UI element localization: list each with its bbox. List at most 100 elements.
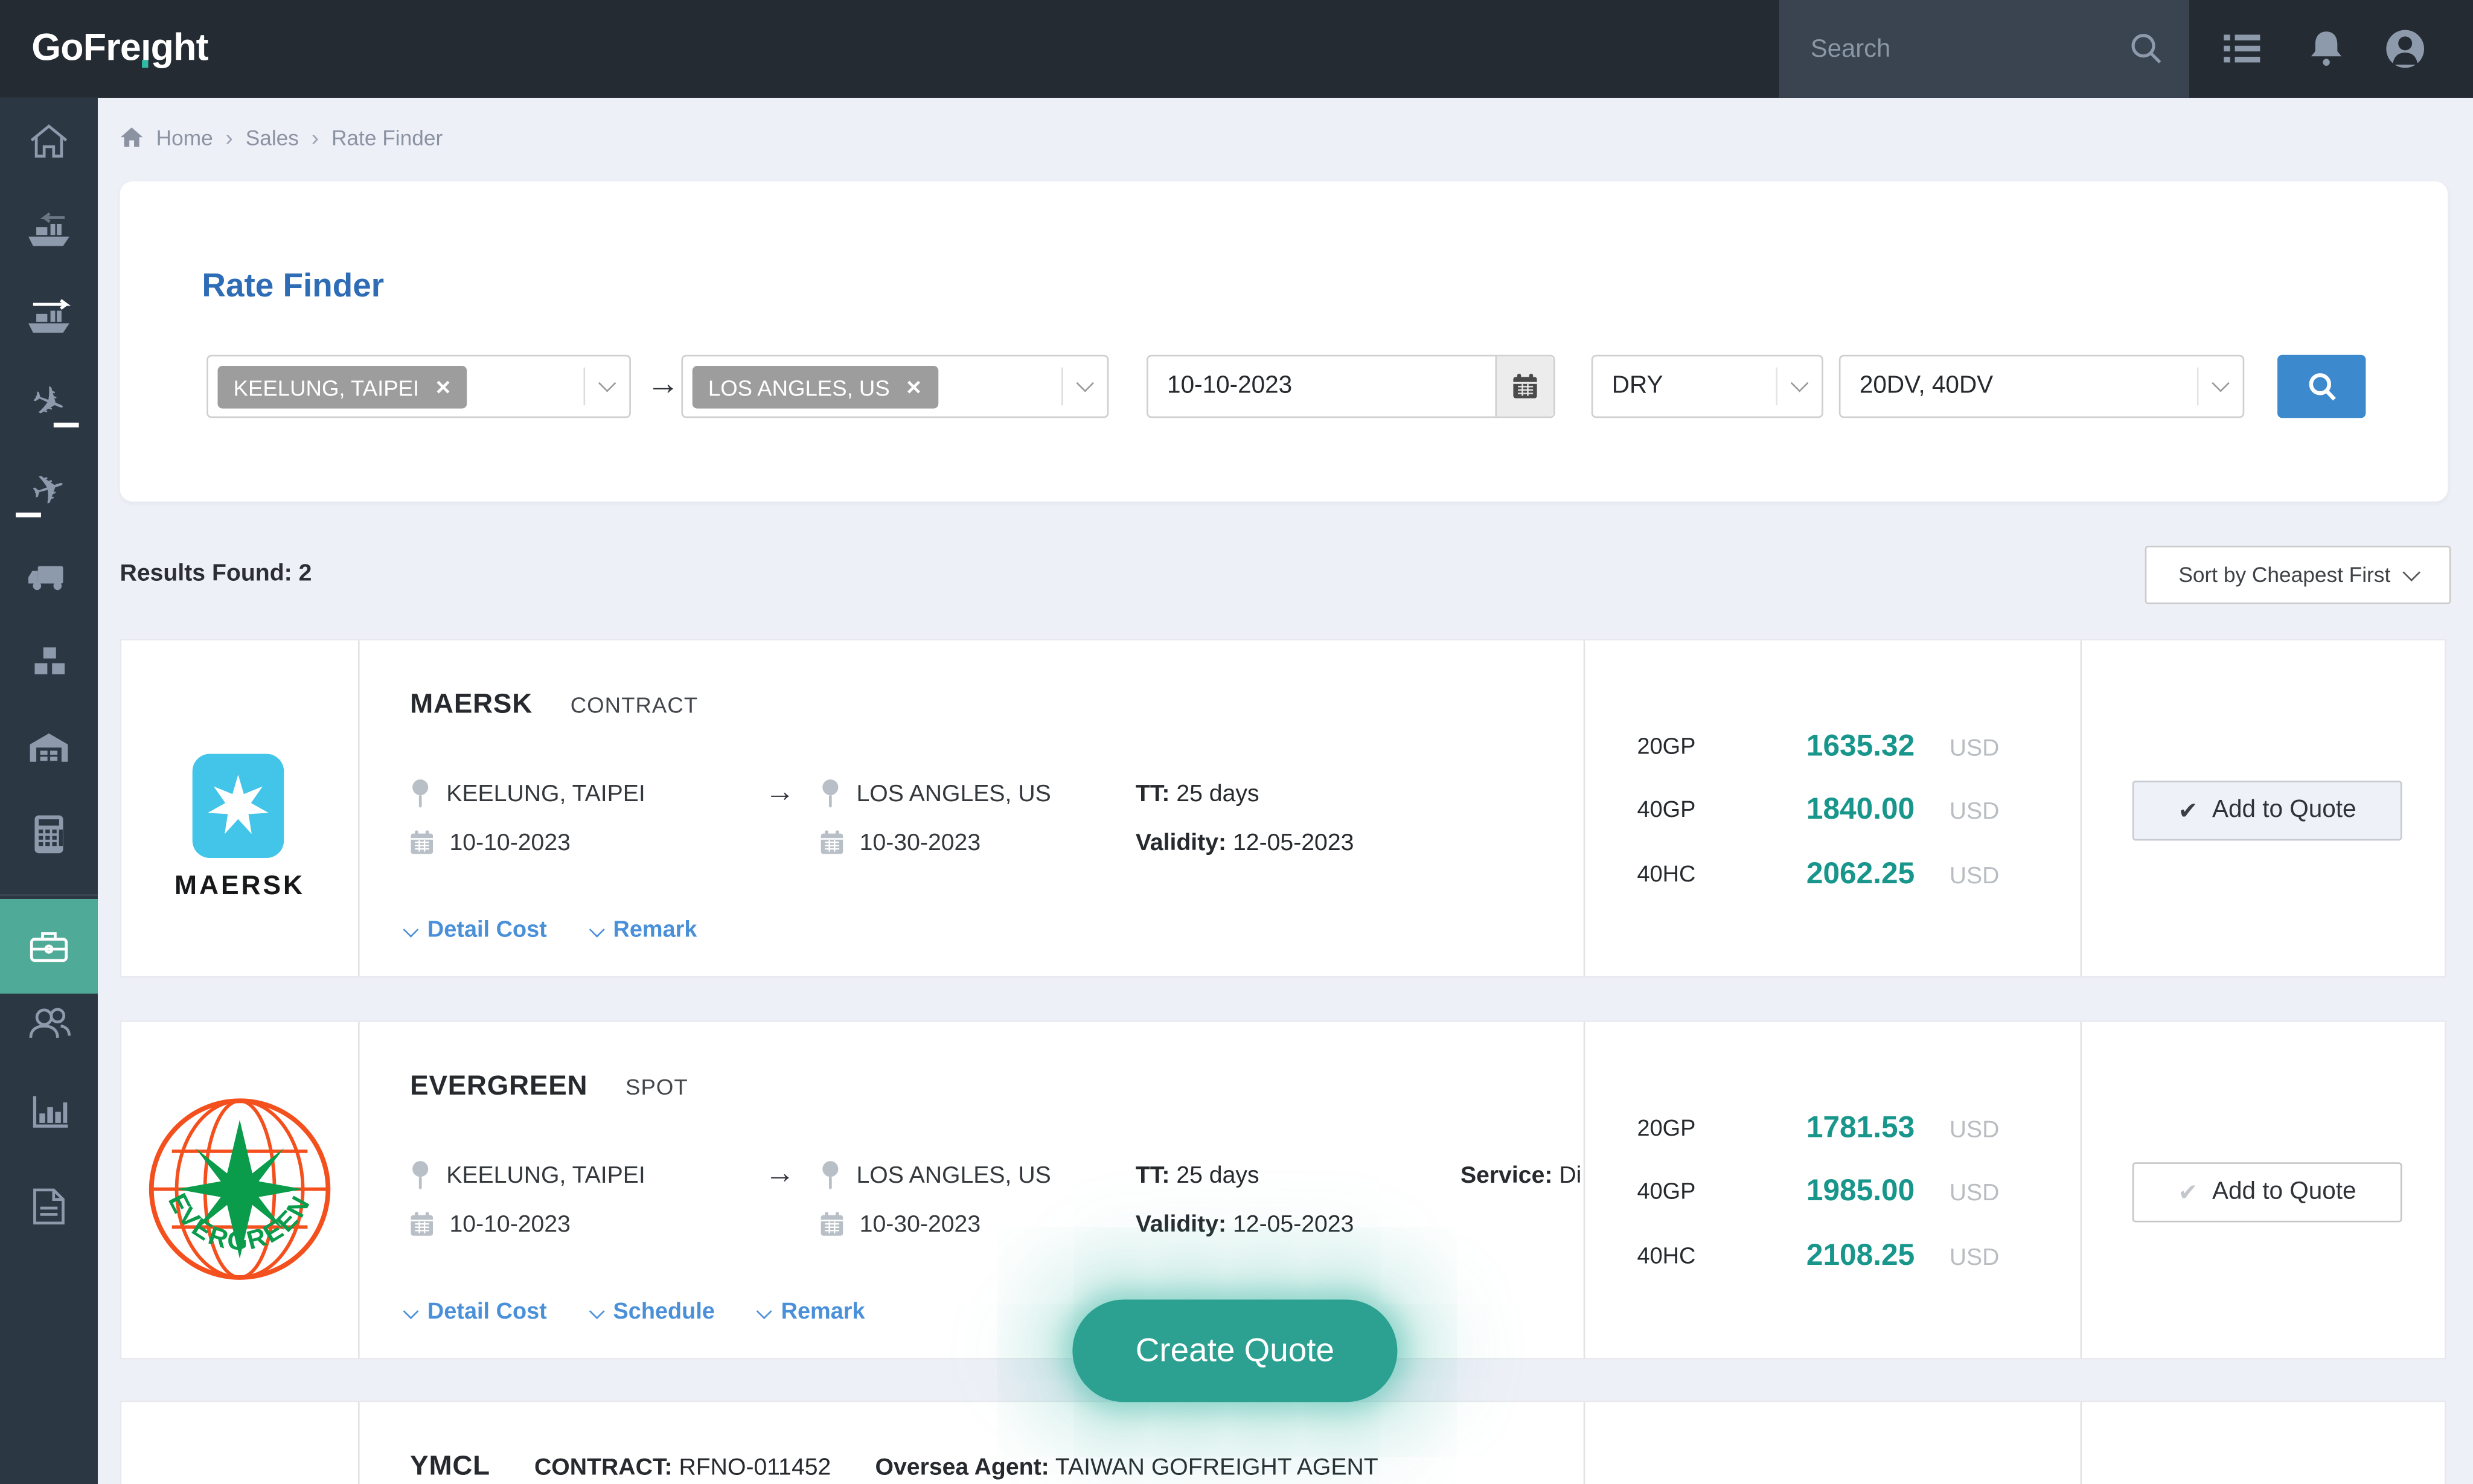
- equipment-dropdown-toggle[interactable]: [1776, 367, 1822, 406]
- sidebar-item-accounting[interactable]: [0, 792, 98, 877]
- origin-dropdown-toggle[interactable]: [583, 367, 630, 406]
- create-quote-button[interactable]: Create Quote: [1072, 1299, 1398, 1402]
- destination-port: LOS ANGLES, US: [856, 1161, 1051, 1189]
- location-pin-icon: [412, 778, 429, 807]
- sidebar-item-home[interactable]: [0, 100, 98, 185]
- sidebar-item-warehouse[interactable]: [0, 705, 98, 790]
- sidebar-item-contacts[interactable]: [0, 981, 98, 1066]
- chevron-down-icon: [757, 1302, 773, 1319]
- carrier-logo-cell: EVERGREEN: [121, 1022, 360, 1358]
- airplane-landing-icon: ✈: [24, 374, 74, 431]
- evergreen-logo-icon: EVERGREEN: [149, 1098, 331, 1280]
- maersk-logo-text: MAERSK: [174, 870, 306, 901]
- breadcrumb-rate-finder: Rate Finder: [331, 125, 443, 149]
- home-icon: [30, 124, 68, 158]
- logo-teal-dot-icon: [141, 60, 149, 68]
- price-row: 40GP 1840.00 USD: [1637, 793, 2000, 827]
- check-icon: ✔: [2178, 798, 2198, 825]
- sidebar-divider: [0, 894, 98, 896]
- runway-bar: [16, 512, 41, 517]
- route-arrow-icon: →: [764, 1157, 795, 1191]
- price-cell: 20GP 1781.53 USD 40GP 1985.00 USD 40HC 2108.2…: [1585, 1022, 2082, 1358]
- sidebar-item-air-import[interactable]: ✈: [0, 360, 98, 445]
- sidebar-item-ocean-import[interactable]: [0, 186, 98, 271]
- calendar-icon: [1513, 374, 1537, 398]
- rate-card-maersk: MAERSK MAERSK CONTRACT KEELUNG, TAIPEI →…: [120, 638, 2446, 978]
- origin-select[interactable]: KEELUNG, TAIPEI ✕: [206, 354, 631, 418]
- destination-port: LOS ANGLES, US: [856, 779, 1051, 807]
- origin-port: KEELUNG, TAIPEI: [446, 1161, 645, 1189]
- tt-label: TT:: [1135, 1161, 1170, 1189]
- runway-bar: [53, 423, 79, 427]
- sidebar-item-sales[interactable]: [0, 898, 98, 994]
- detail-cost-link[interactable]: Detail Cost: [403, 1299, 547, 1325]
- breadcrumb: Home › Sales › Rate Finder: [120, 124, 443, 150]
- cargo-boxes-icon: [33, 645, 66, 676]
- date-picker-toggle[interactable]: [1495, 356, 1554, 417]
- calendar-icon: [821, 1212, 843, 1236]
- user-avatar-icon[interactable]: [2383, 28, 2427, 69]
- sidebar-item-reports[interactable]: [0, 1071, 98, 1156]
- service-label: Service:: [1460, 1161, 1553, 1189]
- search-icon[interactable]: [2129, 31, 2164, 66]
- rate-info-cell: MAERSK CONTRACT KEELUNG, TAIPEI → LOS AN…: [360, 640, 1585, 976]
- agent-info: Oversea Agent: TAIWAN GOFREIGHT AGENT: [875, 1454, 1378, 1481]
- route-arrow-icon: →: [764, 776, 795, 810]
- contract-info: CONTRACT: RFNO-011452: [534, 1454, 831, 1481]
- sort-dropdown[interactable]: Sort by Cheapest First: [2145, 545, 2451, 604]
- sidebar-nav: ✈ ✈: [0, 97, 98, 1484]
- sidebar-item-cargo[interactable]: [0, 618, 98, 703]
- remove-origin-icon[interactable]: ✕: [435, 377, 452, 399]
- validity-label: Validity:: [1135, 828, 1227, 856]
- eta-date: 10-30-2023: [859, 1210, 981, 1238]
- search-icon: [2308, 372, 2335, 400]
- add-to-quote-button[interactable]: ✔ Add to Quote: [2132, 1162, 2402, 1223]
- equipment-type-select[interactable]: DRY: [1591, 354, 1823, 418]
- add-to-quote-button[interactable]: ✔ Add to Quote: [2132, 781, 2402, 841]
- breadcrumb-sales[interactable]: Sales: [245, 125, 299, 149]
- breadcrumb-separator: ›: [311, 124, 319, 150]
- home-breadcrumb-icon[interactable]: [120, 126, 144, 149]
- date-input[interactable]: [1148, 356, 1499, 417]
- action-cell: ✔ Add to Quote: [2082, 1022, 2445, 1358]
- chevron-down-icon: [403, 921, 419, 937]
- destination-dropdown-toggle[interactable]: [1061, 367, 1107, 406]
- container-size-select[interactable]: 20DV, 40DV: [1838, 354, 2245, 418]
- chevron-down-icon: [2402, 563, 2420, 582]
- warehouse-icon: [30, 733, 68, 762]
- sidebar-item-trucking[interactable]: [0, 531, 98, 616]
- truck-icon: [28, 566, 63, 590]
- container-dropdown-toggle[interactable]: [2196, 367, 2243, 406]
- origin-port: KEELUNG, TAIPEI: [446, 779, 645, 807]
- rate-info-cell: YMCL CONTRACT: RFNO-011452 Oversea Agent…: [360, 1402, 1585, 1484]
- route-arrow-icon: →: [647, 366, 680, 403]
- search-rates-button[interactable]: [2277, 354, 2366, 418]
- rate-finder-panel: Rate Finder KEELUNG, TAIPEI ✕ → LOS ANGL…: [120, 181, 2448, 502]
- sidebar-item-air-export[interactable]: ✈: [0, 446, 98, 531]
- ship-import-icon: [28, 212, 69, 246]
- sidebar-item-ocean-export[interactable]: [0, 273, 98, 358]
- notifications-bell-icon[interactable]: [2304, 28, 2348, 69]
- carrier-name: YMCL: [410, 1449, 490, 1481]
- briefcase-icon: [30, 932, 68, 962]
- price-row: 40GP 1985.00 USD: [1637, 1175, 2000, 1208]
- people-icon: [29, 1008, 71, 1038]
- schedule-link[interactable]: Schedule: [589, 1299, 715, 1325]
- etd-date: 10-10-2023: [449, 1210, 571, 1238]
- remark-link[interactable]: Remark: [757, 1299, 865, 1325]
- detail-cost-link[interactable]: Detail Cost: [403, 918, 547, 943]
- calculator-icon: [34, 815, 63, 854]
- task-list-icon[interactable]: [2221, 28, 2265, 69]
- rate-type-badge: CONTRACT: [570, 692, 699, 718]
- chevron-down-icon: [589, 921, 605, 937]
- location-pin-icon: [412, 1160, 429, 1189]
- remark-link[interactable]: Remark: [589, 918, 697, 943]
- remove-destination-icon[interactable]: ✕: [905, 377, 923, 399]
- destination-select[interactable]: LOS ANGLES, US ✕: [681, 354, 1109, 418]
- search-input[interactable]: [1807, 0, 2129, 101]
- breadcrumb-home[interactable]: Home: [156, 125, 213, 149]
- sidebar-item-documents[interactable]: [0, 1164, 98, 1249]
- global-search: [1779, 0, 2189, 101]
- chevron-down-icon: [589, 1302, 605, 1319]
